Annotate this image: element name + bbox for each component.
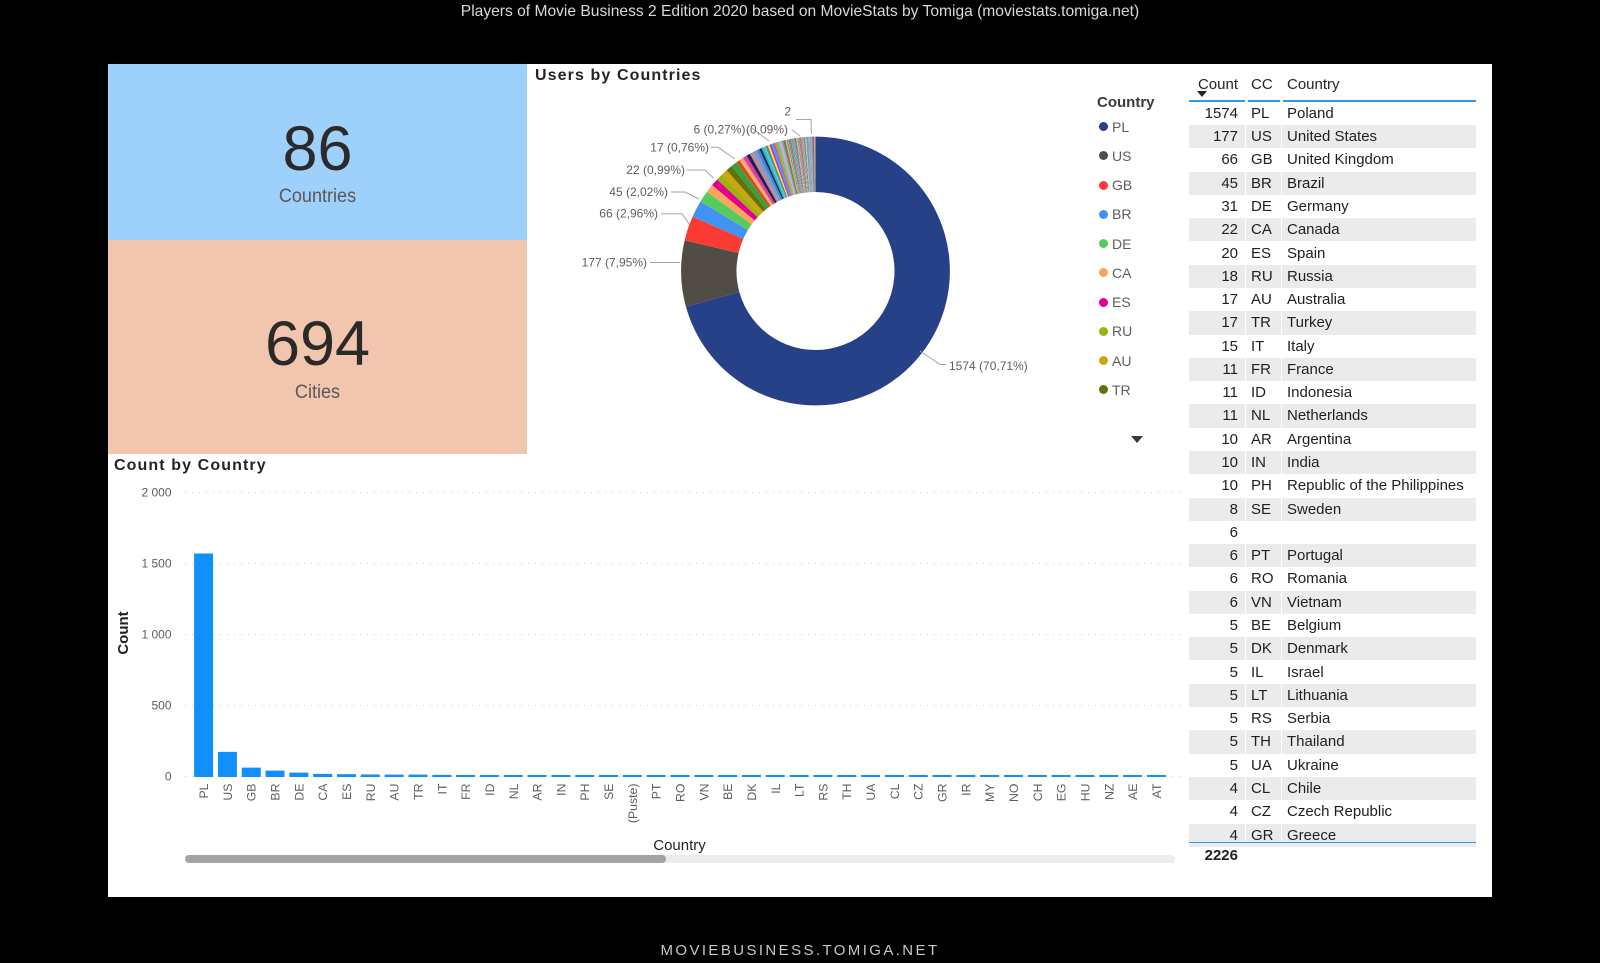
svg-text:PL: PL <box>197 783 211 798</box>
svg-text:1574 (70,71%): 1574 (70,71%) <box>949 359 1028 373</box>
svg-text:UA: UA <box>864 783 878 801</box>
svg-text:AT: AT <box>1150 783 1164 798</box>
svg-text:45 (2,02%): 45 (2,02%) <box>609 185 668 199</box>
svg-text:1 000: 1 000 <box>141 628 171 642</box>
svg-text:1 500: 1 500 <box>141 557 171 571</box>
svg-text:IR: IR <box>959 783 973 795</box>
svg-text:BR: BR <box>269 783 283 800</box>
svg-text:17 (0,76%): 17 (0,76%) <box>650 140 709 154</box>
svg-text:2 000: 2 000 <box>141 486 171 500</box>
svg-text:22 (0,99%): 22 (0,99%) <box>626 163 685 177</box>
svg-text:NZ: NZ <box>1102 783 1116 800</box>
svg-text:DK: DK <box>745 783 759 801</box>
svg-text:AU: AU <box>388 784 402 801</box>
svg-text:ES: ES <box>340 784 354 800</box>
svg-text:PH: PH <box>578 784 592 801</box>
svg-text:TR: TR <box>411 783 425 800</box>
svg-text:US: US <box>221 784 235 801</box>
svg-text:PT: PT <box>650 783 664 799</box>
svg-text:IN: IN <box>554 784 568 796</box>
svg-text:CL: CL <box>888 783 902 799</box>
svg-text:177 (7,95%): 177 (7,95%) <box>582 256 647 270</box>
svg-text:Count: Count <box>115 611 132 654</box>
svg-text:2: 2 <box>784 105 791 119</box>
svg-text:EG: EG <box>1055 784 1069 802</box>
svg-text:6 (0,27%): 6 (0,27%) <box>693 123 745 137</box>
svg-text:0: 0 <box>165 770 172 784</box>
svg-text:GR: GR <box>936 783 950 802</box>
svg-text:BE: BE <box>721 784 735 800</box>
svg-text:GB: GB <box>245 784 259 802</box>
svg-text:SE: SE <box>602 784 616 800</box>
svg-text:FR: FR <box>459 783 473 800</box>
svg-text:(Puste): (Puste) <box>626 784 640 824</box>
svg-text:IT: IT <box>435 783 449 794</box>
svg-text:NL: NL <box>507 783 521 799</box>
svg-text:CH: CH <box>1031 784 1045 802</box>
svg-text:ID: ID <box>483 783 497 795</box>
svg-text:LT: LT <box>793 783 807 797</box>
svg-text:500: 500 <box>151 699 171 713</box>
svg-text:66 (2,96%): 66 (2,96%) <box>599 207 658 221</box>
svg-text:RO: RO <box>674 784 688 802</box>
svg-text:NO: NO <box>1007 784 1021 802</box>
svg-text:TH: TH <box>840 784 854 800</box>
svg-text:CA: CA <box>316 783 330 801</box>
svg-text:Country: Country <box>653 837 706 854</box>
svg-text:MY: MY <box>983 784 997 802</box>
svg-text:VN: VN <box>697 784 711 801</box>
svg-text:(0,09%): (0,09%) <box>746 123 788 137</box>
svg-text:CZ: CZ <box>912 783 926 800</box>
svg-text:AR: AR <box>531 783 545 800</box>
svg-text:IL: IL <box>769 783 783 793</box>
svg-text:HU: HU <box>1078 784 1092 802</box>
svg-text:DE: DE <box>292 784 306 801</box>
svg-text:AE: AE <box>1126 784 1140 800</box>
svg-text:RS: RS <box>816 784 830 801</box>
svg-text:RU: RU <box>364 784 378 802</box>
